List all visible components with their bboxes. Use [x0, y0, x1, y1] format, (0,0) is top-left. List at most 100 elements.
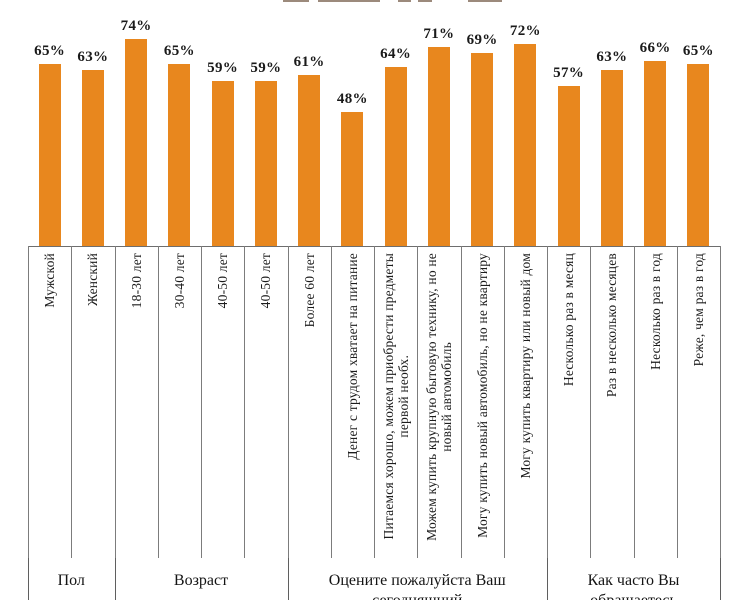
category-label-line: Могу купить квартиру или новый дом	[517, 253, 533, 479]
category-label-wrap: Женский	[71, 247, 114, 549]
category-separator-line	[676, 246, 678, 558]
category-label: Могу купить квартиру или новый дом	[518, 253, 533, 479]
bar	[557, 86, 580, 246]
category-label-wrap: 18-30 лет	[115, 247, 158, 549]
category-label-wrap: Могу купить квартиру или новый дом	[504, 247, 547, 549]
category-label-line: Более 60 лет	[301, 253, 317, 328]
category-label-line: 40-50 лет	[258, 253, 274, 309]
category-cell: 40-50 лет	[244, 247, 287, 558]
group-label: Как часто Вы обращаетесь	[587, 572, 680, 600]
bar-value-label: 64%	[380, 45, 412, 62]
category-separator-line	[503, 246, 505, 558]
category-label-line: Несколько раз в год	[647, 253, 663, 370]
category-label-wrap: 40-50 лет	[244, 247, 287, 549]
category-cell: Денег с трудом хватает на питание	[331, 247, 374, 558]
group-label: Оцените пожалуйста Ваш сегодняшний	[328, 572, 506, 600]
category-cell: 30-40 лет	[158, 247, 201, 558]
category-label-wrap: Несколько раз в год	[634, 247, 677, 549]
category-label-wrap: Денег с трудом хватает на питание	[331, 247, 374, 549]
category-label-wrap: Реже, чем раз в год	[677, 247, 720, 549]
bar	[38, 64, 61, 246]
bar-value-label: 72%	[509, 23, 541, 40]
bar-value-label: 63%	[77, 48, 109, 65]
category-label-wrap: 30-40 лет	[158, 247, 201, 549]
category-label: Питаемся хорошо, можем приобрести предме…	[381, 253, 411, 540]
clipped-title-fragment	[468, 0, 502, 2]
category-cell: Женский	[71, 247, 114, 558]
bar	[600, 69, 623, 246]
category-label-wrap: 40-50 лет	[201, 247, 244, 549]
category-cell: Более 60 лет	[288, 247, 331, 558]
category-separator-line	[590, 246, 592, 558]
category-separator-line	[71, 246, 73, 558]
bar	[427, 47, 450, 246]
category-separator-line	[460, 246, 462, 558]
category-cell: Несколько раз в год	[634, 247, 677, 558]
category-separator-line	[28, 246, 29, 558]
category-label: Могу купить новый автомобиль, но не квар…	[475, 253, 490, 538]
group-label: Пол	[57, 572, 85, 589]
category-cell: Мужской	[28, 247, 71, 558]
category-label: 40-50 лет	[258, 253, 273, 308]
category-label-line: 40-50 лет	[215, 253, 230, 309]
category-label: Денег с трудом хватает на питание	[345, 253, 360, 460]
category-separator-line	[720, 246, 721, 558]
group-boundary-line	[287, 558, 289, 600]
bar	[254, 80, 277, 246]
category-label-line: 30-40 лет	[171, 253, 187, 309]
category-separator-line	[374, 246, 375, 558]
category-label-line: новый автомобиль	[438, 342, 454, 452]
category-cell: Питаемся хорошо, можем приобрести предме…	[374, 247, 417, 558]
group-boundary-line	[547, 558, 548, 600]
category-separator-line	[287, 246, 289, 558]
bar	[81, 69, 104, 246]
category-cell: Реже, чем раз в год	[677, 247, 720, 558]
bar-value-label: 61%	[293, 54, 325, 71]
clipped-title-fragment	[418, 0, 432, 2]
category-label-line: первой необх.	[395, 354, 411, 438]
category-separator-line	[417, 246, 419, 558]
category-cell: Раз в несколько месяцев	[590, 247, 633, 558]
category-cell: Несколько раз в месяц	[547, 247, 590, 558]
category-label-line: Могу купить новый автомобиль, но не квар…	[474, 253, 490, 538]
category-cell: Могу купить квартиру или новый дом	[504, 247, 547, 558]
clipped-title-fragment	[398, 0, 411, 2]
category-label: Раз в несколько месяцев	[604, 253, 619, 397]
category-label-wrap: Несколько раз в месяц	[547, 247, 590, 549]
bar-value-label: 57%	[553, 65, 585, 82]
category-label: Женский	[85, 253, 100, 306]
clipped-title-fragment	[318, 0, 380, 2]
group-boundary-line	[114, 558, 116, 600]
category-label-wrap: Мужской	[28, 247, 71, 549]
category-separator-line	[547, 246, 548, 558]
category-label: 40-50 лет	[215, 253, 230, 308]
category-label-line: Мужской	[42, 253, 57, 308]
bar	[341, 111, 364, 246]
category-label: 18-30 лет	[129, 253, 144, 308]
bar	[687, 64, 710, 246]
bar	[298, 75, 321, 246]
group-boundary-line	[28, 558, 29, 600]
category-label: Можем купить крупную бытовую технику, но…	[424, 253, 454, 541]
group-cell: Пол	[28, 558, 115, 600]
category-label: 30-40 лет	[172, 253, 187, 308]
category-label-wrap: Питаемся хорошо, можем приобрести предме…	[374, 247, 417, 549]
category-cell: Могу купить новый автомобиль, но не квар…	[461, 247, 504, 558]
category-cell: 18-30 лет	[115, 247, 158, 558]
bar-value-label: 59%	[250, 59, 282, 76]
bar-value-label: 65%	[163, 43, 195, 59]
category-label-wrap: Могу купить новый автомобиль, но не квар…	[461, 247, 504, 549]
bar-value-label: 65%	[682, 43, 714, 59]
category-label-wrap: Более 60 лет	[288, 247, 331, 549]
category-label-line: Женский	[85, 253, 101, 307]
category-label-line: Раз в несколько месяцев	[604, 253, 620, 398]
group-label: Возраст	[173, 572, 229, 589]
group-boundary-line	[720, 558, 721, 600]
category-label-line: 18-30 лет	[128, 253, 144, 309]
bar-value-label: 71%	[423, 26, 455, 43]
bar	[644, 61, 667, 246]
category-separator-line	[157, 246, 159, 558]
category-cell: 40-50 лет	[201, 247, 244, 558]
category-label-wrap: Раз в несколько месяцев	[590, 247, 633, 549]
